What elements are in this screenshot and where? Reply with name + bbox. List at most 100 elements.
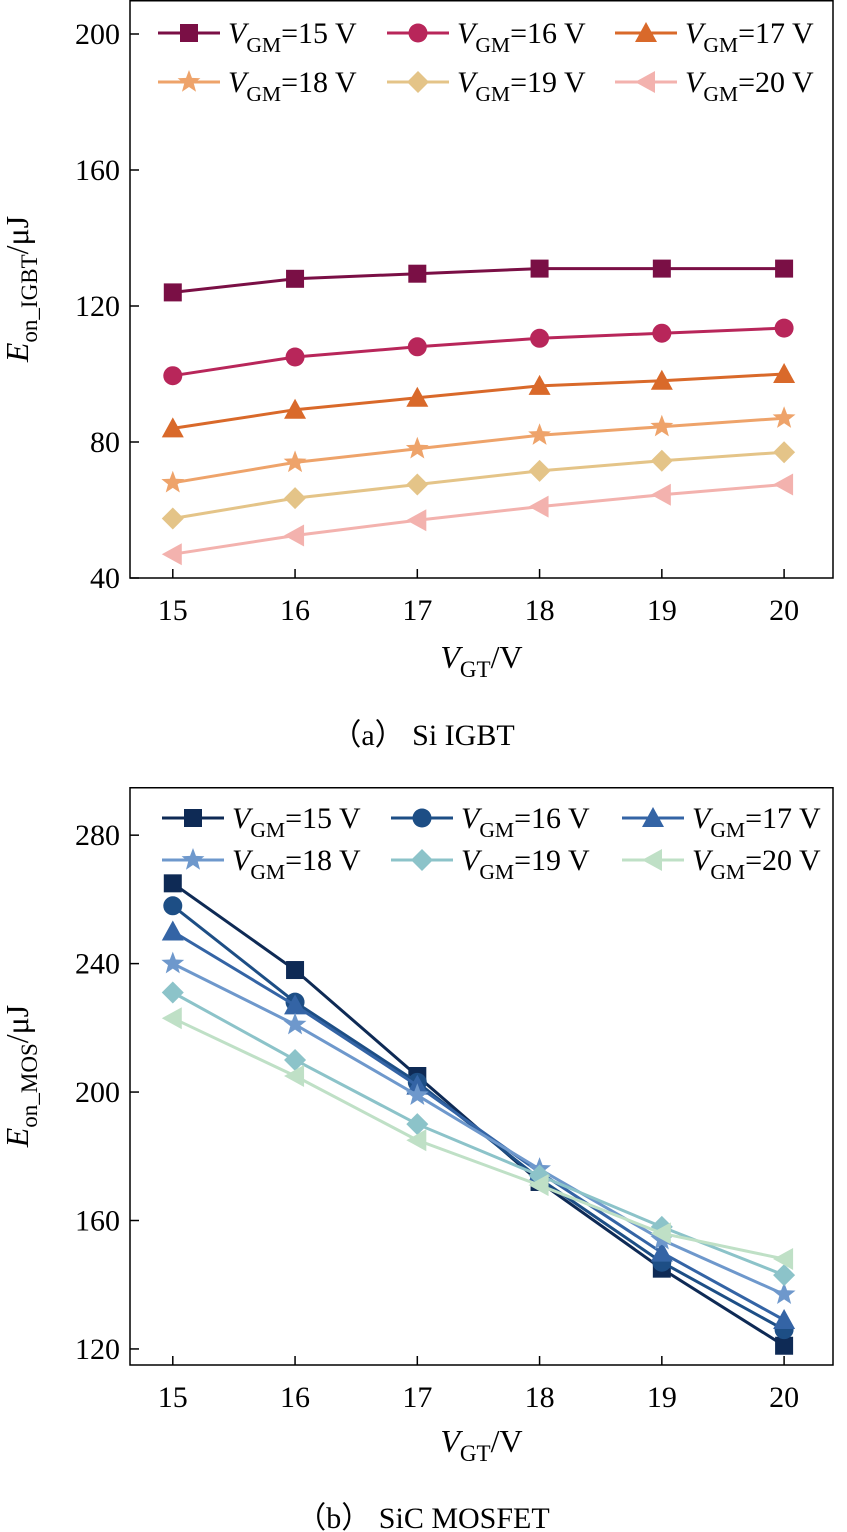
series-3 xyxy=(161,363,796,438)
data-point xyxy=(406,386,429,407)
y-tick-label: 280 xyxy=(75,819,120,852)
legend-label: VGM=19 V xyxy=(457,66,586,106)
data-point xyxy=(528,423,551,445)
data-point xyxy=(528,495,549,518)
x-tick-label: 20 xyxy=(769,594,799,627)
data-point xyxy=(650,369,673,390)
legend-marker xyxy=(642,849,662,871)
data-point xyxy=(650,414,674,437)
legend-label: VGM=19 V xyxy=(461,844,590,884)
legend-label: VGM=17 V xyxy=(685,17,814,57)
figure-caption: （a） Si IGBT xyxy=(331,719,514,752)
figure-caption: （b） SiC MOSFET xyxy=(296,1502,549,1532)
data-point xyxy=(773,1248,794,1271)
legend-label: VGM=16 V xyxy=(457,17,586,57)
legend-item: VGM=18 V xyxy=(162,844,361,884)
data-point xyxy=(161,951,185,974)
data-point xyxy=(773,1264,796,1287)
legend-marker xyxy=(412,808,432,828)
data-point xyxy=(284,398,307,419)
data-point xyxy=(161,417,184,438)
data-point xyxy=(772,406,796,428)
series-line xyxy=(172,416,785,485)
legend-item: VGM=20 V xyxy=(615,66,814,106)
series-line xyxy=(172,372,785,430)
legend-label: VGM=15 V xyxy=(228,17,357,57)
series-line xyxy=(172,483,785,556)
x-tick-label: 20 xyxy=(769,1381,799,1414)
legend-item: VGM=16 V xyxy=(387,17,586,57)
series-5 xyxy=(161,441,796,530)
data-point xyxy=(773,441,796,464)
legend-marker xyxy=(407,71,429,93)
data-point xyxy=(773,363,796,383)
data-point xyxy=(161,1007,182,1030)
data-point xyxy=(530,259,549,278)
y-tick-label: 160 xyxy=(75,154,120,187)
series-4 xyxy=(161,406,796,493)
data-point xyxy=(773,1309,796,1330)
data-point xyxy=(161,543,182,566)
data-point xyxy=(774,318,794,338)
x-tick-label: 15 xyxy=(158,594,188,627)
x-tick-label: 17 xyxy=(402,594,432,627)
series-line xyxy=(171,882,785,1347)
data-point xyxy=(775,259,794,278)
y-tick-label: 40 xyxy=(90,562,120,595)
data-point xyxy=(405,436,429,459)
series-line xyxy=(172,326,785,378)
data-point xyxy=(650,483,671,506)
data-point xyxy=(652,323,672,343)
data-point xyxy=(405,1083,429,1105)
x-tick-label: 17 xyxy=(402,1381,432,1414)
data-point xyxy=(650,449,673,472)
legend: VGM=15 V VGM=16 V VGM=17 V VGM=18 V VGM=19 V… xyxy=(162,802,821,884)
data-point xyxy=(163,283,182,302)
data-point xyxy=(773,473,794,496)
legend-label: VGM=20 V xyxy=(685,66,814,106)
series-line xyxy=(172,991,785,1277)
data-point xyxy=(406,509,427,532)
data-point xyxy=(407,337,427,357)
legend-marker xyxy=(642,807,664,827)
series-line xyxy=(172,962,785,1296)
y-tick-label: 200 xyxy=(75,1076,120,1109)
data-point xyxy=(528,1174,549,1197)
legend-item: VGM=20 V xyxy=(622,844,821,884)
y-axis-label: Eon_MOS/μJ xyxy=(0,1005,42,1149)
data-point xyxy=(650,1241,673,1262)
legend-label: VGM=17 V xyxy=(692,802,821,842)
series-5 xyxy=(161,981,796,1287)
legend-marker xyxy=(635,71,655,93)
data-point xyxy=(284,1065,305,1087)
data-point xyxy=(772,1282,796,1305)
x-tick-label: 16 xyxy=(280,1381,310,1414)
y-tick-label: 120 xyxy=(75,1333,120,1366)
y-tick-label: 120 xyxy=(75,290,120,323)
data-point xyxy=(286,269,305,288)
y-tick-label: 80 xyxy=(90,426,120,459)
legend-item: VGM=15 V xyxy=(162,802,361,842)
legend-marker xyxy=(181,848,205,870)
data-point xyxy=(283,450,307,473)
legend-item: VGM=16 V xyxy=(391,802,590,842)
data-point xyxy=(284,524,305,547)
y-tick-label: 200 xyxy=(75,18,120,51)
legend-label: VGM=20 V xyxy=(692,844,821,884)
data-point xyxy=(652,259,671,278)
data-point xyxy=(406,1113,429,1136)
series-line xyxy=(172,267,785,294)
legend-marker xyxy=(411,849,433,871)
x-tick-label: 18 xyxy=(525,594,555,627)
data-point xyxy=(408,264,427,283)
data-point xyxy=(528,374,551,395)
data-point xyxy=(161,507,184,530)
y-tick-label: 160 xyxy=(75,1205,120,1238)
legend-marker xyxy=(184,809,202,827)
series-2 xyxy=(163,318,794,386)
legend-label: VGM=16 V xyxy=(461,802,590,842)
y-axis-label: Eon_IGBT/μJ xyxy=(0,216,42,363)
legend-item: VGM=17 V xyxy=(615,17,814,57)
series-3 xyxy=(161,920,796,1330)
x-tick-label: 18 xyxy=(525,1381,555,1414)
